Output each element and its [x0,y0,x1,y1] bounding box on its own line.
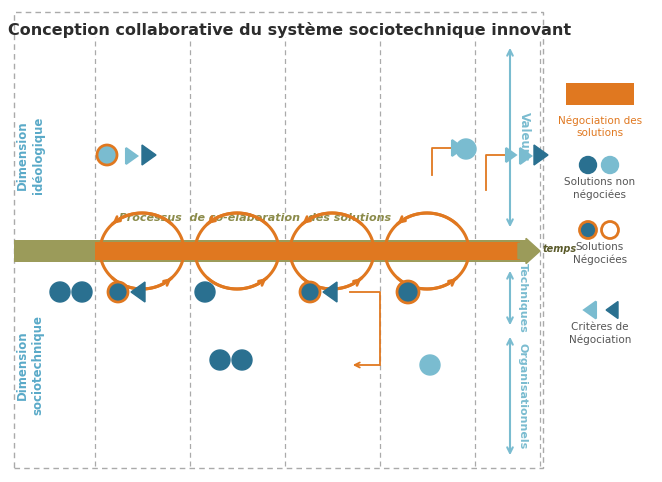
Bar [566,83,634,105]
Text: Organisationnels: Organisationnels [518,343,528,449]
Text: temps: temps [543,244,577,254]
Polygon shape [452,140,463,156]
Circle shape [602,222,618,239]
Text: Solutions
Négociées: Solutions Négociées [573,242,627,265]
Text: Critères de
Négociation: Critères de Négociation [569,322,631,345]
FancyArrow shape [518,239,540,264]
Circle shape [195,282,215,302]
Text: Dimension
idéologique: Dimension idéologique [15,116,44,194]
Circle shape [97,145,117,165]
Circle shape [602,157,618,174]
Text: Processus  de co-élaboration  des solutions: Processus de co-élaboration des solution… [119,213,391,223]
Circle shape [50,282,70,302]
Circle shape [579,222,596,239]
Circle shape [456,139,476,159]
Text: Dimension
sociotechnique: Dimension sociotechnique [15,315,44,415]
Polygon shape [506,148,516,162]
Polygon shape [131,282,145,302]
Circle shape [72,282,92,302]
Polygon shape [126,148,137,164]
Circle shape [210,350,230,370]
Polygon shape [323,282,337,302]
Bar [14,240,526,262]
Bar [95,242,190,260]
Text: Conception collaborative du système sociotechnique innovant: Conception collaborative du système soci… [9,22,571,38]
Polygon shape [606,302,618,319]
Text: Solutions non
négociées: Solutions non négociées [565,177,636,200]
Text: Valeurs: Valeurs [518,112,531,162]
Text: Techniques: Techniques [518,263,528,333]
Text: Négociation des
solutions: Négociation des solutions [558,115,642,138]
Bar [14,12,543,468]
Circle shape [397,281,419,303]
Polygon shape [142,145,156,165]
Polygon shape [520,148,531,164]
Polygon shape [584,302,596,319]
Circle shape [579,157,596,174]
Bar [190,242,380,260]
Polygon shape [534,145,548,165]
Circle shape [300,282,320,302]
Circle shape [108,282,128,302]
Circle shape [420,355,440,375]
Circle shape [232,350,252,370]
Bar [380,242,520,260]
